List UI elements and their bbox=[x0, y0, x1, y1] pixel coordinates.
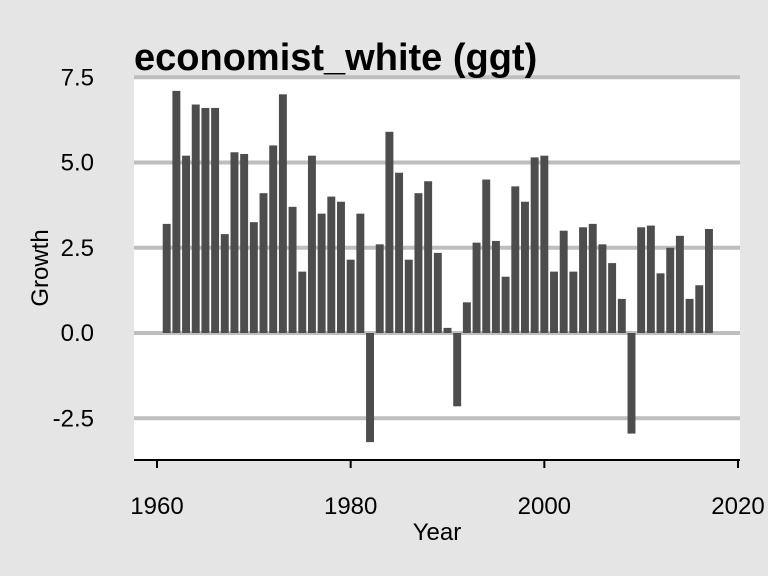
bar-2016 bbox=[695, 285, 704, 333]
x-tick-label-1: 1980 bbox=[324, 493, 377, 520]
bar-1961 bbox=[162, 223, 171, 333]
bar-1980 bbox=[346, 259, 355, 333]
y-axis-label: Growth bbox=[27, 229, 54, 306]
bar-1978 bbox=[327, 196, 336, 333]
bar-1992 bbox=[462, 302, 471, 333]
bar-2003 bbox=[569, 271, 578, 333]
bar-2006 bbox=[598, 244, 607, 333]
bar-2004 bbox=[579, 227, 588, 333]
bar-1997 bbox=[511, 186, 520, 333]
bar-1986 bbox=[404, 259, 413, 333]
bar-1966 bbox=[211, 107, 220, 333]
x-axis-label: Year bbox=[413, 519, 462, 546]
bar-2005 bbox=[588, 223, 597, 333]
bar-2007 bbox=[608, 263, 617, 333]
bar-1984 bbox=[385, 131, 394, 333]
bar-2012 bbox=[656, 273, 665, 333]
bar-1982 bbox=[366, 333, 375, 443]
bar-1987 bbox=[414, 193, 423, 333]
bar-1964 bbox=[191, 104, 200, 333]
bar-1976 bbox=[307, 155, 316, 333]
bar-1999 bbox=[530, 157, 539, 333]
bar-1975 bbox=[298, 271, 307, 333]
bar-1989 bbox=[433, 252, 442, 333]
bar-1969 bbox=[240, 153, 249, 333]
bar-1970 bbox=[249, 222, 258, 333]
bar-2009 bbox=[627, 333, 636, 434]
bar-1971 bbox=[259, 193, 268, 333]
bar-1995 bbox=[491, 240, 500, 333]
bar-1979 bbox=[337, 201, 345, 333]
bar-2002 bbox=[559, 230, 568, 333]
bar-2001 bbox=[550, 271, 558, 333]
chart-title: economist_white (ggt) bbox=[134, 37, 537, 79]
bar-1974 bbox=[288, 206, 297, 333]
y-axis-ticks: 7.5 5.0 2.5 0.0 -2.5 bbox=[53, 64, 94, 432]
x-tick-label-2: 2000 bbox=[518, 493, 571, 520]
x-tick-label-3: 2020 bbox=[711, 493, 764, 520]
bar-2010 bbox=[637, 227, 646, 333]
bar-2011 bbox=[646, 225, 655, 333]
y-tick-label-1: 5.0 bbox=[61, 150, 94, 177]
bar-1973 bbox=[278, 94, 287, 333]
bar-1996 bbox=[501, 276, 510, 333]
bar-1988 bbox=[424, 181, 433, 333]
y-tick-label-4: -2.5 bbox=[53, 405, 94, 432]
bar-1972 bbox=[269, 145, 278, 333]
bar-1967 bbox=[220, 234, 229, 333]
bar-1994 bbox=[482, 179, 491, 333]
bar-1991 bbox=[453, 333, 462, 407]
bar-1962 bbox=[172, 90, 181, 333]
bar-1981 bbox=[356, 213, 365, 333]
x-axis-ticks: 1960 1980 2000 2020 bbox=[130, 460, 765, 520]
bar-2008 bbox=[617, 298, 626, 333]
bar-1965 bbox=[201, 107, 210, 333]
bar-1983 bbox=[375, 244, 384, 333]
x-tick-label-0: 1960 bbox=[130, 493, 183, 520]
bar-2015 bbox=[685, 298, 694, 333]
bar-1985 bbox=[395, 172, 404, 333]
bar-1963 bbox=[182, 155, 191, 333]
bar-1993 bbox=[472, 242, 481, 333]
bar-2014 bbox=[675, 235, 684, 333]
y-tick-label-0: 7.5 bbox=[61, 64, 94, 91]
bar-1990 bbox=[443, 327, 452, 333]
bar-2017 bbox=[704, 228, 713, 333]
bars bbox=[162, 90, 713, 443]
bar-1998 bbox=[520, 201, 529, 333]
bar-2000 bbox=[540, 155, 549, 333]
bar-1968 bbox=[230, 152, 239, 333]
y-tick-label-3: 0.0 bbox=[61, 320, 94, 347]
y-tick-label-2: 2.5 bbox=[61, 235, 94, 262]
bar-1977 bbox=[317, 213, 326, 333]
bar-2013 bbox=[666, 247, 675, 333]
